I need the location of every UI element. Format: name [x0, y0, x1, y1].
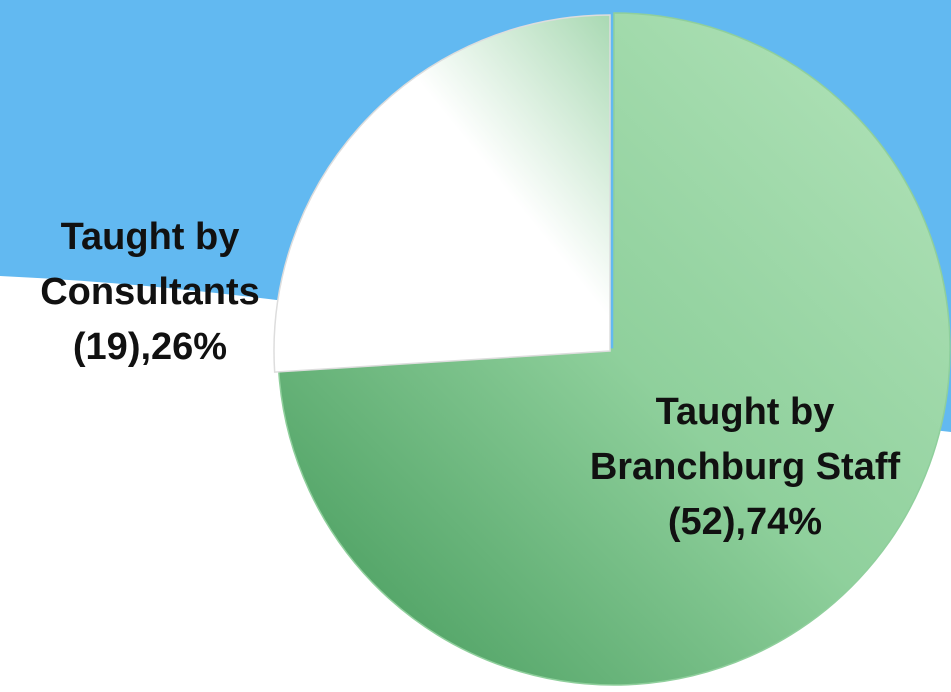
- pie-slice: [273, 14, 611, 373]
- pie-slice: [277, 12, 951, 686]
- slice-label: Taught by Consultants (19),26%: [40, 216, 260, 368]
- slice-label: Taught by Branchburg Staff (52),74%: [589, 391, 901, 543]
